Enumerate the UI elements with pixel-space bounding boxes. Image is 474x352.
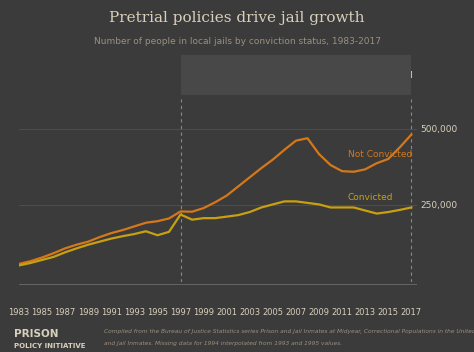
Text: 500,000: 500,000 <box>420 125 458 133</box>
Text: Not Convicted: Not Convicted <box>348 151 412 159</box>
Text: Pretrial detention is responsible for virtually all
of the net jail growth in th: Pretrial detention is responsible for vi… <box>190 71 413 93</box>
Text: and Jail Inmates. Missing data for 1994 interpolated from 1993 and 1995 values.: and Jail Inmates. Missing data for 1994 … <box>104 341 342 346</box>
Text: 250,000: 250,000 <box>420 201 458 210</box>
Text: Convicted: Convicted <box>348 193 393 202</box>
Text: PRISON: PRISON <box>14 329 59 339</box>
Text: Compiled from the Bureau of Justice Statistics series Prison and Jail Inmates at: Compiled from the Bureau of Justice Stat… <box>104 329 474 334</box>
Text: POLICY INITIATIVE: POLICY INITIATIVE <box>14 343 86 349</box>
Text: Number of people in local jails by conviction status, 1983-2017: Number of people in local jails by convi… <box>93 37 381 46</box>
Text: Pretrial policies drive jail growth: Pretrial policies drive jail growth <box>109 11 365 25</box>
